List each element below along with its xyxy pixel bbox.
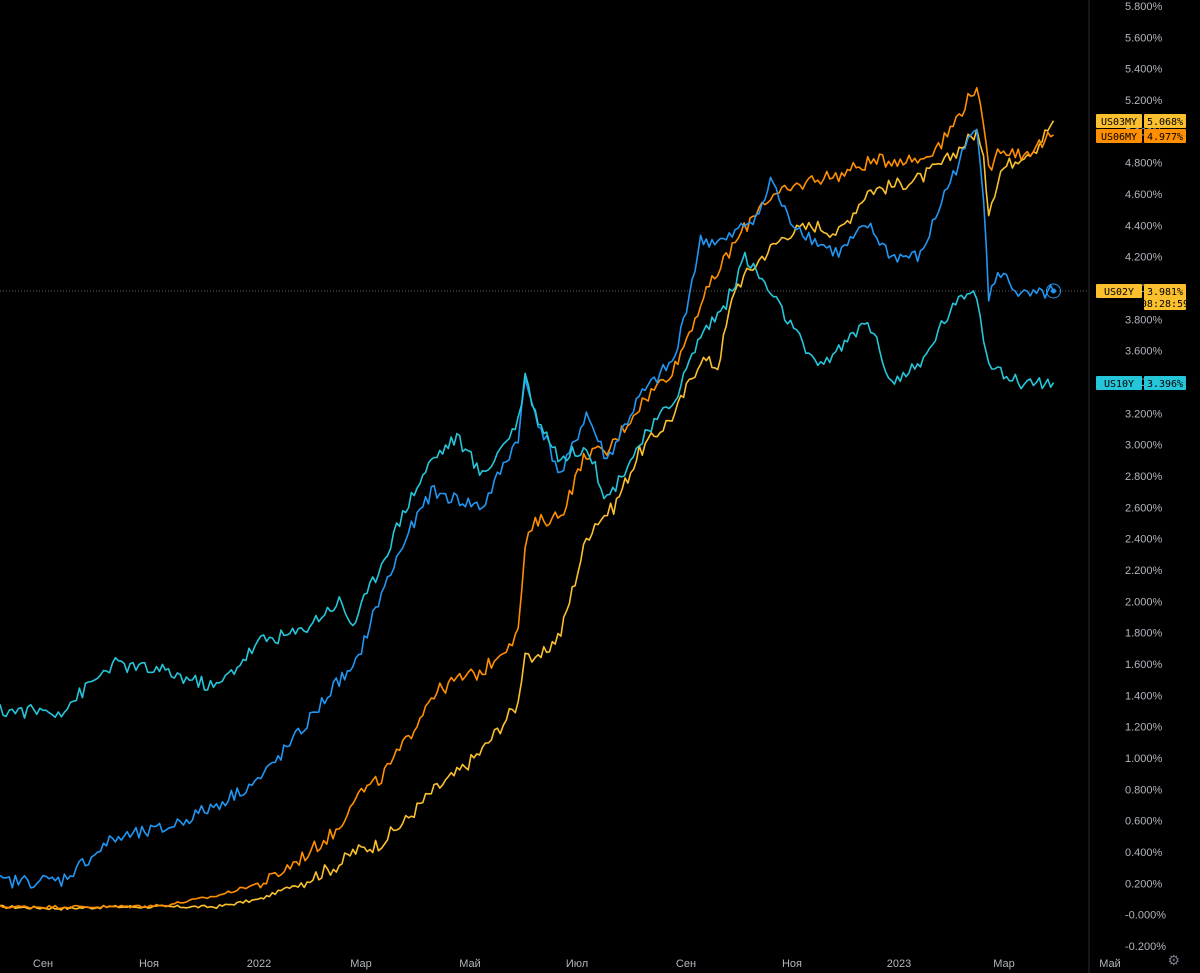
y-tick-label: 5.600% bbox=[1125, 32, 1163, 44]
y-tick-label: 2.800% bbox=[1125, 471, 1163, 483]
badge-value: 4.977% bbox=[1147, 132, 1183, 143]
x-tick-label: Ноя bbox=[139, 958, 159, 970]
badge-time: 08:28:59 bbox=[1141, 299, 1189, 310]
y-tick-label: 4.800% bbox=[1125, 158, 1163, 170]
y-tick-label: 0.400% bbox=[1125, 847, 1163, 859]
x-tick-label: Сен bbox=[676, 958, 696, 970]
y-tick-label: 4.600% bbox=[1125, 189, 1163, 201]
y-tick-label: 2.400% bbox=[1125, 534, 1163, 546]
y-tick-label: 3.600% bbox=[1125, 346, 1163, 358]
y-tick-label: 0.600% bbox=[1125, 816, 1163, 828]
y-tick-label: 5.400% bbox=[1125, 64, 1163, 76]
y-tick-label: 3.200% bbox=[1125, 408, 1163, 420]
badge-name-bg bbox=[1096, 376, 1142, 390]
y-tick-label: 5.200% bbox=[1125, 95, 1163, 107]
series-line-us03my[interactable] bbox=[0, 120, 1055, 911]
badge-value-bg bbox=[1144, 284, 1186, 310]
x-tick-label: Мар bbox=[993, 958, 1015, 970]
y-tick-label: 5.800% bbox=[1125, 1, 1163, 13]
y-tick-label: 2.600% bbox=[1125, 502, 1163, 514]
y-tick-label: 3.000% bbox=[1125, 440, 1163, 452]
y-tick-label: 0.200% bbox=[1125, 878, 1163, 890]
y-tick-label: 1.600% bbox=[1125, 659, 1163, 671]
crosshair-marker-ring bbox=[1046, 283, 1062, 299]
y-tick-label: 1.200% bbox=[1125, 722, 1163, 734]
x-tick-label: Май bbox=[459, 958, 481, 970]
series-line-us02y[interactable] bbox=[0, 129, 1055, 889]
badge-value: 3.396% bbox=[1147, 379, 1183, 390]
x-tick-label: Ноя bbox=[782, 958, 802, 970]
y-tick-label: 1.800% bbox=[1125, 628, 1163, 640]
series-line-us10y[interactable] bbox=[0, 251, 1055, 719]
badge-value-bg bbox=[1144, 129, 1186, 143]
badge-name: US02Y bbox=[1104, 287, 1134, 298]
y-tick-label: 0.800% bbox=[1125, 784, 1163, 796]
y-tick-label: 4.400% bbox=[1125, 220, 1163, 232]
badge-name: US03MY bbox=[1101, 117, 1137, 128]
y-tick-label: 1.400% bbox=[1125, 690, 1163, 702]
badge-name-bg bbox=[1096, 114, 1142, 128]
x-tick-label: 2022 bbox=[247, 958, 271, 970]
x-tick-label: Сен bbox=[33, 958, 53, 970]
x-tick-label: Мар bbox=[350, 958, 372, 970]
badge-value-bg bbox=[1144, 376, 1186, 390]
gear-icon[interactable]: ⚙ bbox=[1167, 952, 1180, 968]
y-tick-label: -0.000% bbox=[1125, 910, 1166, 922]
y-tick-label: 3.800% bbox=[1125, 314, 1163, 326]
price-badge-us03my[interactable]: US03MY 5.068% bbox=[1096, 114, 1186, 128]
x-tick-label: 2023 bbox=[887, 958, 911, 970]
price-badge-us10y[interactable]: US10Y 3.396% bbox=[1096, 376, 1186, 390]
price-badge-us06my[interactable]: US06MY 4.977% bbox=[1096, 129, 1186, 143]
badge-value: 5.068% bbox=[1147, 117, 1183, 128]
y-tick-label: 1.000% bbox=[1125, 753, 1163, 765]
y-tick-label: 2.000% bbox=[1125, 596, 1163, 608]
y-tick-label: -0.200% bbox=[1125, 941, 1166, 953]
badge-name: US06MY bbox=[1101, 132, 1137, 143]
price-badge-us02y[interactable]: US02Y 3.981%08:28:59 bbox=[1096, 284, 1189, 310]
series-line-us06my[interactable] bbox=[0, 87, 1054, 910]
badge-value: 3.981% bbox=[1147, 287, 1183, 298]
badge-name-bg bbox=[1096, 129, 1142, 143]
crosshair-marker-dot bbox=[1051, 288, 1057, 294]
y-tick-label: 2.200% bbox=[1125, 565, 1163, 577]
badge-name-bg bbox=[1096, 284, 1142, 298]
x-tick-label: Май bbox=[1099, 958, 1121, 970]
badge-name: US10Y bbox=[1104, 379, 1134, 390]
badge-value-bg bbox=[1144, 114, 1186, 128]
x-tick-label: Июл bbox=[566, 958, 588, 970]
y-tick-label: 4.200% bbox=[1125, 252, 1163, 264]
